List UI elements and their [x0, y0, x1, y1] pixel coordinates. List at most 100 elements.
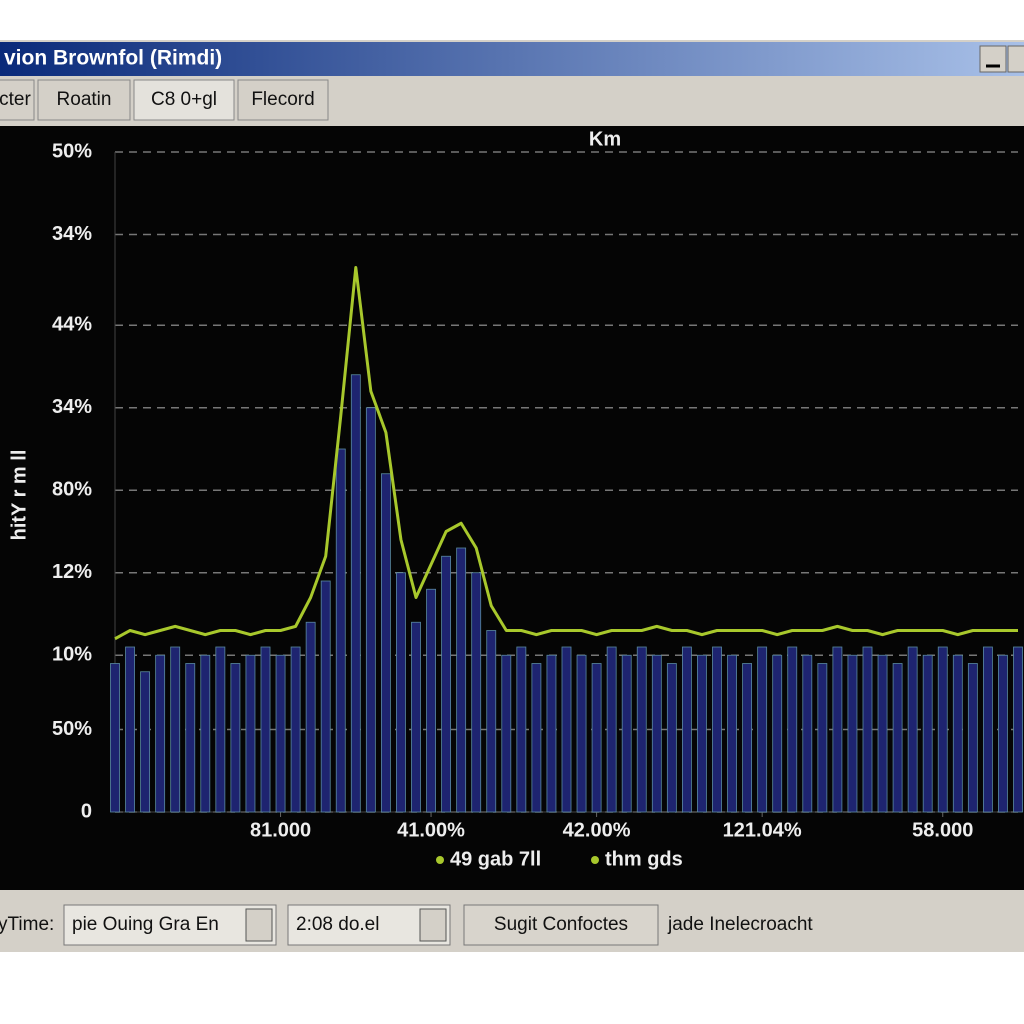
bar — [170, 646, 181, 813]
legend-marker — [591, 856, 599, 864]
bar — [411, 621, 421, 813]
chart-title: Km — [589, 128, 621, 150]
tab-label: C8 0+gl — [151, 89, 217, 110]
y-tick-label: 50% — [52, 140, 92, 162]
bar — [982, 646, 993, 813]
bar — [576, 654, 587, 813]
bar — [426, 588, 436, 813]
bar — [275, 654, 286, 813]
bar — [892, 663, 903, 813]
bar — [441, 555, 452, 813]
bar — [937, 646, 948, 813]
legend-marker — [436, 856, 444, 864]
tab-bar: cter Roatin C8 0+gl Flecord — [0, 79, 329, 121]
x-tick-label: 121.04% — [723, 819, 802, 841]
bar — [230, 663, 241, 813]
bar — [516, 646, 527, 813]
bar — [606, 646, 617, 813]
bar — [757, 646, 768, 813]
x-tick-label: 81.000 — [250, 819, 311, 841]
bar — [787, 646, 798, 813]
combo-text: 2:08 do.el — [296, 914, 379, 935]
bar — [802, 654, 813, 813]
bar — [591, 663, 602, 813]
bar — [155, 654, 166, 813]
bar — [290, 646, 301, 813]
bar — [922, 654, 933, 813]
bar — [546, 654, 557, 813]
bar — [817, 663, 828, 813]
y-tick-label: 10% — [52, 644, 92, 666]
x-tick-label: 58.000 — [912, 819, 973, 841]
bar — [666, 663, 677, 813]
combo-arrow[interactable] — [419, 908, 447, 942]
title-bar — [0, 42, 1024, 76]
bar — [380, 473, 391, 813]
bar — [140, 671, 151, 813]
bar — [365, 407, 376, 813]
chart: Km hitY r m ll 0 50% 10% 12% 80% 34% 44% 34% 50% 81… — [8, 128, 1023, 870]
bar — [952, 654, 963, 813]
combo-arrow[interactable] — [245, 908, 273, 942]
bar — [727, 654, 737, 813]
bar — [877, 654, 888, 813]
bar — [697, 654, 707, 813]
bar — [907, 646, 918, 813]
bar — [531, 663, 542, 813]
bar — [125, 646, 135, 813]
bar — [501, 654, 512, 813]
window-title: vion Brownfol (Rimdi) — [4, 47, 222, 70]
y-tick-label: 34% — [52, 396, 92, 418]
bar — [185, 663, 196, 813]
bar — [998, 654, 1008, 813]
bar — [621, 654, 632, 813]
bar — [742, 663, 753, 813]
tab[interactable] — [0, 79, 35, 121]
y-tick-label: 80% — [52, 479, 92, 501]
bar — [772, 654, 783, 813]
tab-label: Flecord — [251, 89, 314, 110]
bar — [110, 663, 120, 813]
bar — [200, 654, 211, 813]
bar — [1013, 646, 1023, 813]
maximize-button[interactable] — [1007, 45, 1024, 73]
bar — [967, 663, 978, 813]
button-label: Sugit Confoctes — [494, 914, 628, 935]
bar — [486, 630, 497, 813]
bar — [712, 646, 722, 813]
tab-label: cter — [0, 89, 32, 110]
tab[interactable] — [237, 79, 329, 121]
bar — [681, 646, 692, 813]
bar — [245, 654, 256, 813]
combo-text: pie Ouing Gra En — [72, 914, 219, 935]
y-tick-label: 0 — [81, 800, 92, 822]
button[interactable] — [463, 904, 659, 946]
time-label: yTime: — [0, 914, 54, 935]
bar — [456, 547, 467, 813]
bar — [350, 374, 361, 813]
bar — [305, 621, 316, 813]
bar — [651, 654, 662, 813]
y-tick-label: 34% — [52, 223, 92, 245]
x-tick-label: 42.00% — [563, 819, 631, 841]
tab[interactable] — [37, 79, 131, 121]
legend-label: thm gds — [605, 848, 683, 870]
y-tick-label: 12% — [52, 561, 92, 583]
bar — [320, 580, 331, 813]
tab[interactable] — [133, 79, 235, 121]
minimize-button[interactable] — [979, 45, 1007, 73]
bar — [561, 646, 572, 813]
y-tick-label: 44% — [52, 314, 92, 336]
bar — [471, 572, 482, 813]
bar — [832, 646, 843, 813]
combo-box[interactable] — [63, 904, 277, 946]
bar — [335, 448, 346, 813]
legend-label: 49 gab 7ll — [450, 848, 541, 870]
bar — [260, 646, 271, 813]
bar — [862, 646, 873, 813]
bar — [847, 654, 858, 813]
x-tick-label: 41.00% — [397, 819, 465, 841]
bar — [215, 646, 226, 813]
